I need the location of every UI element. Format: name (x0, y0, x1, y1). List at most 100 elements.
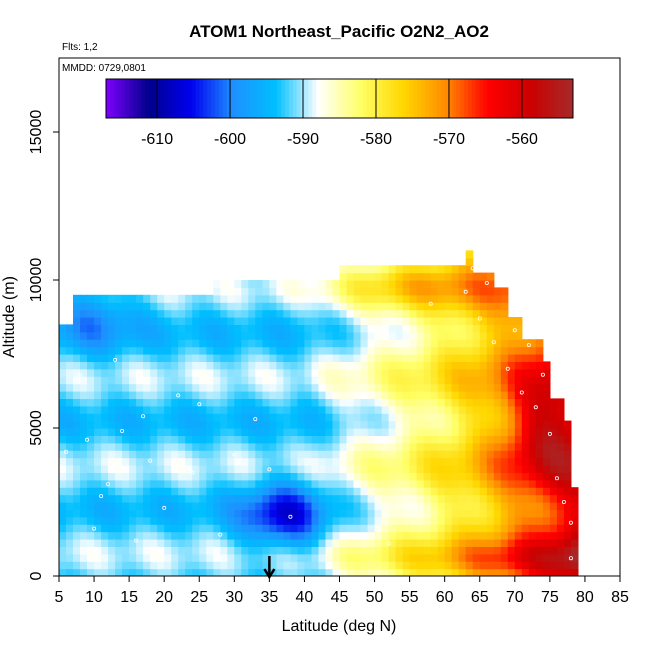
heatmap-cell (507, 457, 516, 466)
heatmap-cell (66, 509, 74, 518)
heatmap-cell (549, 561, 558, 570)
heatmap-cell (192, 457, 200, 466)
heatmap-cell (402, 553, 411, 562)
heatmap-cell (150, 405, 158, 414)
heatmap-cell (318, 287, 327, 296)
heatmap-cell (360, 272, 369, 281)
heatmap-cell (458, 450, 467, 459)
heatmap-cell (465, 250, 474, 259)
heatmap-cell (283, 287, 291, 296)
heatmap-cell (80, 361, 88, 370)
heatmap-cell (360, 494, 369, 503)
heatmap-cell (227, 442, 235, 451)
heatmap-cell (402, 361, 411, 370)
heatmap-cell (444, 450, 453, 459)
heatmap-cell (451, 420, 460, 429)
heatmap-cell (507, 317, 516, 325)
heatmap-cell (297, 546, 305, 555)
heatmap-cell (59, 494, 67, 503)
heatmap-cell (381, 472, 390, 481)
heatmap-cell (185, 420, 193, 429)
heatmap-cell (409, 553, 418, 562)
heatmap-cell (192, 361, 200, 370)
heatmap-cell (451, 413, 460, 422)
heatmap-cell (318, 413, 327, 422)
heatmap-cell (276, 509, 284, 518)
heatmap-cell (528, 383, 537, 392)
heatmap-cell (73, 294, 81, 303)
heatmap-cell (458, 457, 467, 466)
heatmap-cell (409, 324, 418, 333)
heatmap-cell (395, 383, 404, 392)
heatmap-cell (283, 339, 291, 348)
heatmap-cell (563, 472, 572, 481)
colorbar-segment (358, 79, 364, 118)
colorbar-segment (374, 79, 379, 118)
heatmap-cell (192, 302, 200, 311)
heatmap-cell (164, 339, 172, 348)
heatmap-cell (332, 516, 341, 525)
heatmap-cell (185, 309, 193, 318)
colorbar-tick-label: -560 (506, 131, 538, 148)
heatmap-cell (535, 339, 544, 348)
heatmap-cell (500, 450, 509, 459)
heatmap-cell (493, 405, 502, 414)
heatmap-cell (73, 391, 81, 399)
heatmap-cell (255, 398, 263, 407)
heatmap-cell (416, 398, 425, 407)
heatmap-cell (59, 383, 67, 392)
heatmap-cell (143, 516, 151, 525)
heatmap-cell (150, 442, 158, 451)
heatmap-cell (381, 568, 390, 576)
heatmap-cell (353, 516, 362, 525)
heatmap-cell (87, 472, 95, 481)
heatmap-cell (227, 368, 235, 377)
heatmap-cell (115, 553, 123, 562)
heatmap-cell (136, 479, 144, 488)
heatmap-cell (395, 376, 404, 385)
heatmap-cell (241, 391, 249, 399)
heatmap-cell (318, 376, 327, 385)
heatmap-cell (255, 420, 263, 429)
heatmap-cell (185, 487, 193, 496)
heatmap-cell (115, 317, 123, 325)
heatmap-cell (304, 553, 312, 562)
colorbar-segment (339, 79, 344, 118)
heatmap-cell (234, 539, 242, 547)
heatmap-cell (339, 428, 348, 436)
heatmap-cell (535, 487, 544, 496)
heatmap-cell (101, 457, 109, 466)
heatmap-cell (66, 450, 74, 459)
heatmap-cell (318, 457, 327, 466)
heatmap-cell (150, 346, 158, 355)
heatmap-cell (374, 391, 383, 399)
heatmap-cell (409, 294, 418, 303)
heatmap-cell (108, 531, 116, 540)
heatmap-cell (353, 450, 362, 459)
heatmap-cell (101, 546, 109, 555)
heatmap-cell (339, 487, 348, 496)
heatmap-cell (451, 331, 460, 340)
heatmap-cell (472, 494, 481, 503)
heatmap-cell (437, 331, 446, 340)
heatmap-cell (360, 539, 369, 547)
heatmap-cell (528, 435, 537, 444)
heatmap-cell (94, 420, 102, 429)
heatmap-cell (192, 428, 200, 436)
heatmap-cell (479, 494, 488, 503)
heatmap-cell (304, 420, 312, 429)
heatmap-cell (73, 420, 81, 429)
heatmap-cell (493, 457, 502, 466)
heatmap-cell (269, 391, 277, 399)
heatmap-cell (101, 420, 109, 429)
heatmap-cell (178, 457, 186, 466)
colorbar-segment (288, 79, 294, 118)
heatmap-cell (423, 465, 432, 473)
colorbar-tick-label: -580 (360, 131, 392, 148)
y-tick-label: 5000 (28, 410, 45, 446)
heatmap-cell (374, 450, 383, 459)
heatmap-cell (192, 317, 200, 325)
heatmap-cell (472, 524, 481, 533)
heatmap-cell (528, 346, 537, 355)
